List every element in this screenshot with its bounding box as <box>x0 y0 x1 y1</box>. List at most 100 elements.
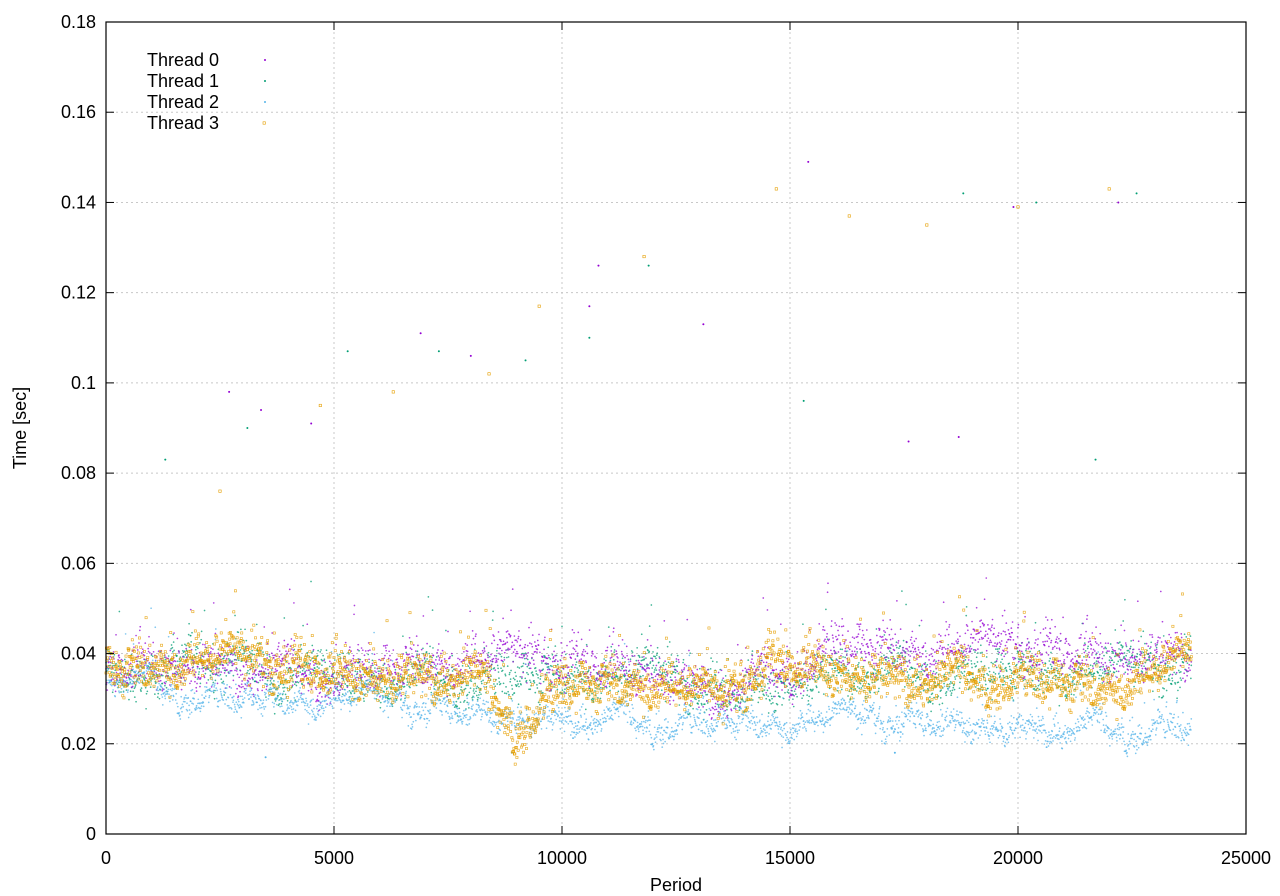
data-point <box>831 659 834 662</box>
data-point <box>299 671 302 673</box>
data-point <box>1129 662 1131 665</box>
data-point <box>753 665 756 668</box>
data-point <box>312 650 314 652</box>
data-point <box>133 646 135 649</box>
data-point <box>572 690 574 692</box>
data-point <box>535 645 537 648</box>
data-point <box>1011 631 1013 634</box>
data-point <box>878 644 881 647</box>
data-point <box>1005 622 1008 624</box>
data-point <box>185 649 188 652</box>
data-point <box>592 653 594 655</box>
data-point <box>961 672 964 675</box>
data-point <box>822 693 825 695</box>
data-point <box>252 673 254 676</box>
data-point <box>320 687 322 689</box>
data-point <box>200 638 203 641</box>
data-point <box>696 693 698 695</box>
data-point <box>418 668 421 670</box>
data-point <box>176 672 179 674</box>
data-point <box>194 676 197 679</box>
data-point <box>655 669 658 671</box>
data-point <box>540 660 543 662</box>
data-point <box>857 666 860 668</box>
data-point <box>881 667 883 670</box>
data-point <box>631 654 633 657</box>
data-point <box>647 649 649 652</box>
data-point <box>1002 650 1005 653</box>
data-point <box>469 655 472 658</box>
data-point <box>425 672 428 675</box>
data-point <box>569 640 571 643</box>
data-point <box>268 688 271 691</box>
data-point <box>754 674 756 677</box>
data-point <box>333 694 335 697</box>
data-point <box>770 702 773 705</box>
data-point <box>427 674 429 677</box>
data-point <box>519 644 522 647</box>
data-point <box>549 658 552 660</box>
data-point <box>1022 656 1025 658</box>
data-point <box>369 649 371 651</box>
data-point <box>630 650 633 652</box>
data-point <box>881 635 884 638</box>
data-point <box>175 673 178 676</box>
data-point <box>418 660 421 663</box>
data-point <box>1097 672 1100 674</box>
series-1 <box>105 192 1193 721</box>
data-point <box>328 660 331 663</box>
data-point <box>929 662 932 665</box>
data-point <box>861 629 864 632</box>
data-point <box>607 626 610 628</box>
data-point <box>797 686 800 689</box>
data-point <box>1168 679 1171 682</box>
data-point <box>278 642 280 644</box>
data-point <box>1170 683 1173 686</box>
data-point <box>354 677 357 679</box>
data-point <box>841 617 844 620</box>
data-point <box>460 686 463 688</box>
data-point <box>160 673 163 676</box>
data-point <box>517 683 519 685</box>
data-point <box>574 663 577 666</box>
data-point <box>954 678 957 680</box>
data-point <box>1089 640 1092 643</box>
data-point <box>840 661 843 664</box>
data-point <box>403 682 405 685</box>
data-point <box>272 654 274 657</box>
data-point <box>435 674 438 677</box>
data-point <box>1041 653 1044 656</box>
data-point <box>546 671 548 674</box>
data-point <box>199 685 201 688</box>
data-point <box>215 666 218 669</box>
data-point <box>957 667 960 670</box>
data-point <box>1045 616 1047 619</box>
data-point <box>202 655 205 658</box>
data-point <box>1079 683 1082 685</box>
data-point <box>450 652 453 655</box>
data-point <box>1064 642 1067 645</box>
data-point <box>471 630 474 632</box>
data-point <box>615 669 617 671</box>
data-point <box>570 657 573 660</box>
data-point <box>969 636 972 639</box>
data-point <box>232 663 235 665</box>
data-point <box>264 682 266 685</box>
data-point <box>520 683 522 686</box>
data-point <box>1127 663 1130 665</box>
data-point <box>642 690 645 693</box>
data-point <box>341 688 344 690</box>
data-point <box>571 639 573 642</box>
data-point <box>1068 673 1071 676</box>
data-point <box>898 647 900 650</box>
data-point <box>990 678 993 681</box>
data-point <box>553 686 555 688</box>
data-point <box>1073 683 1076 685</box>
data-point <box>665 673 667 676</box>
data-point <box>621 657 624 660</box>
data-point <box>293 639 296 642</box>
data-point <box>1118 648 1120 650</box>
data-point <box>463 650 465 653</box>
data-point <box>220 678 223 681</box>
data-point <box>731 694 734 696</box>
